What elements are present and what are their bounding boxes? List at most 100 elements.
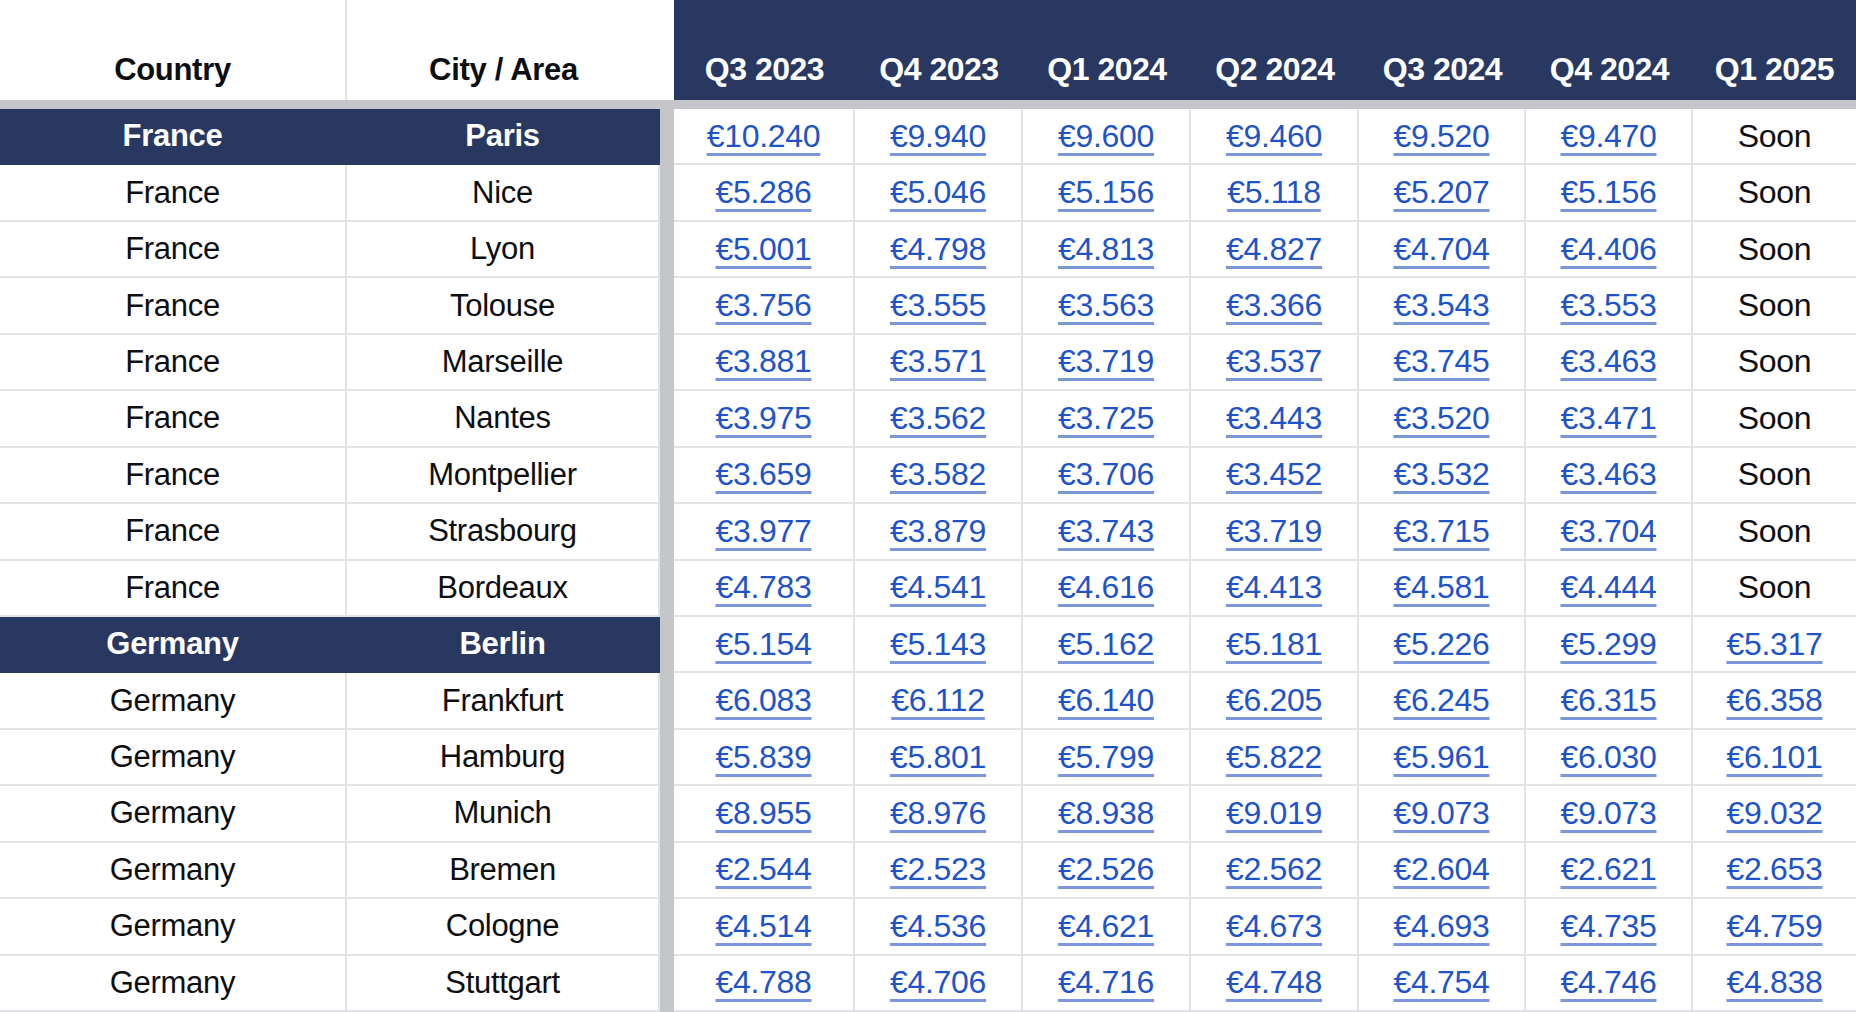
price-link[interactable]: €3.879 (890, 513, 986, 550)
price-link[interactable]: €4.759 (1726, 908, 1822, 945)
price-link[interactable]: €3.659 (715, 456, 811, 493)
price-link[interactable]: €9.520 (1393, 118, 1489, 155)
price-link[interactable]: €4.735 (1560, 908, 1656, 945)
price-link[interactable]: €3.745 (1393, 343, 1489, 380)
price-link[interactable]: €9.470 (1560, 118, 1656, 155)
price-link[interactable]: €5.118 (1227, 174, 1321, 211)
price-link[interactable]: €3.555 (890, 287, 986, 324)
price-link[interactable]: €5.181 (1226, 626, 1322, 663)
price-link[interactable]: €9.600 (1058, 118, 1154, 155)
price-link[interactable]: €6.205 (1226, 682, 1322, 719)
price-link[interactable]: €4.693 (1393, 908, 1489, 945)
price-link[interactable]: €6.358 (1726, 682, 1822, 719)
price-link[interactable]: €6.112 (891, 682, 985, 719)
price-link[interactable]: €4.704 (1393, 231, 1489, 268)
price-link[interactable]: €5.822 (1226, 739, 1322, 776)
price-link[interactable]: €9.032 (1726, 795, 1822, 832)
price-link[interactable]: €5.156 (1560, 174, 1656, 211)
price-link[interactable]: €3.563 (1058, 287, 1154, 324)
price-link[interactable]: €4.514 (715, 908, 811, 945)
price-link[interactable]: €4.536 (890, 908, 986, 945)
price-link[interactable]: €3.366 (1226, 287, 1322, 324)
price-link[interactable]: €3.471 (1560, 400, 1656, 437)
price-link[interactable]: €5.317 (1726, 626, 1822, 663)
price-link[interactable]: €3.715 (1393, 513, 1489, 550)
price-link[interactable]: €4.413 (1226, 569, 1322, 606)
price-link[interactable]: €3.463 (1560, 456, 1656, 493)
price-link[interactable]: €4.754 (1393, 964, 1489, 1001)
price-link[interactable]: €3.537 (1226, 343, 1322, 380)
price-link[interactable]: €3.532 (1393, 456, 1489, 493)
price-link[interactable]: €9.940 (890, 118, 986, 155)
price-link[interactable]: €2.544 (715, 851, 811, 888)
price-link[interactable]: €5.961 (1393, 739, 1489, 776)
price-link[interactable]: €3.452 (1226, 456, 1322, 493)
price-link[interactable]: €3.543 (1393, 287, 1489, 324)
price-link[interactable]: €5.046 (890, 174, 986, 211)
price-link[interactable]: €9.019 (1226, 795, 1322, 832)
price-link[interactable]: €5.001 (715, 231, 811, 268)
price-link[interactable]: €6.030 (1560, 739, 1656, 776)
price-link[interactable]: €3.571 (890, 343, 986, 380)
price-link[interactable]: €3.719 (1058, 343, 1154, 380)
price-link[interactable]: €6.140 (1058, 682, 1154, 719)
price-link[interactable]: €3.463 (1560, 343, 1656, 380)
price-link[interactable]: €3.553 (1560, 287, 1656, 324)
price-link[interactable]: €4.541 (890, 569, 986, 606)
price-link[interactable]: €4.798 (890, 231, 986, 268)
price-link[interactable]: €4.406 (1560, 231, 1656, 268)
price-link[interactable]: €8.976 (890, 795, 986, 832)
price-link[interactable]: €3.977 (715, 513, 811, 550)
price-link[interactable]: €4.746 (1560, 964, 1656, 1001)
price-link[interactable]: €9.460 (1226, 118, 1322, 155)
price-link[interactable]: €5.286 (715, 174, 811, 211)
price-link[interactable]: €8.955 (715, 795, 811, 832)
price-link[interactable]: €6.315 (1560, 682, 1656, 719)
price-link[interactable]: €4.788 (715, 964, 811, 1001)
price-link[interactable]: €4.616 (1058, 569, 1154, 606)
price-link[interactable]: €5.154 (715, 626, 811, 663)
price-link[interactable]: €3.881 (715, 343, 811, 380)
price-link[interactable]: €4.813 (1058, 231, 1154, 268)
price-link[interactable]: €10.240 (707, 118, 821, 155)
price-link[interactable]: €5.143 (890, 626, 986, 663)
price-link[interactable]: €4.706 (890, 964, 986, 1001)
price-link[interactable]: €5.299 (1560, 626, 1656, 663)
price-link[interactable]: €6.083 (715, 682, 811, 719)
price-link[interactable]: €3.706 (1058, 456, 1154, 493)
price-link[interactable]: €8.938 (1058, 795, 1154, 832)
price-link[interactable]: €5.801 (890, 739, 986, 776)
price-link[interactable]: €5.839 (715, 739, 811, 776)
price-link[interactable]: €4.783 (715, 569, 811, 606)
price-link[interactable]: €5.799 (1058, 739, 1154, 776)
price-link[interactable]: €5.162 (1058, 626, 1154, 663)
price-link[interactable]: €4.716 (1058, 964, 1154, 1001)
price-link[interactable]: €3.756 (715, 287, 811, 324)
price-link[interactable]: €4.444 (1560, 569, 1656, 606)
price-link[interactable]: €9.073 (1560, 795, 1656, 832)
price-link[interactable]: €5.207 (1393, 174, 1489, 211)
price-link[interactable]: €2.621 (1560, 851, 1656, 888)
price-link[interactable]: €2.604 (1393, 851, 1489, 888)
price-link[interactable]: €4.673 (1226, 908, 1322, 945)
price-link[interactable]: €3.743 (1058, 513, 1154, 550)
price-link[interactable]: €4.621 (1058, 908, 1154, 945)
price-link[interactable]: €2.523 (890, 851, 986, 888)
price-link[interactable]: €2.562 (1226, 851, 1322, 888)
price-link[interactable]: €3.520 (1393, 400, 1489, 437)
price-link[interactable]: €3.704 (1560, 513, 1656, 550)
price-link[interactable]: €4.838 (1726, 964, 1822, 1001)
price-link[interactable]: €4.748 (1226, 964, 1322, 1001)
price-link[interactable]: €6.101 (1726, 739, 1822, 776)
price-link[interactable]: €4.581 (1393, 569, 1489, 606)
price-link[interactable]: €6.245 (1393, 682, 1489, 719)
price-link[interactable]: €4.827 (1226, 231, 1322, 268)
price-link[interactable]: €5.156 (1058, 174, 1154, 211)
price-link[interactable]: €3.562 (890, 400, 986, 437)
price-link[interactable]: €3.443 (1226, 400, 1322, 437)
price-link[interactable]: €2.653 (1726, 851, 1822, 888)
price-link[interactable]: €5.226 (1393, 626, 1489, 663)
price-link[interactable]: €3.725 (1058, 400, 1154, 437)
price-link[interactable]: €9.073 (1393, 795, 1489, 832)
price-link[interactable]: €3.582 (890, 456, 986, 493)
